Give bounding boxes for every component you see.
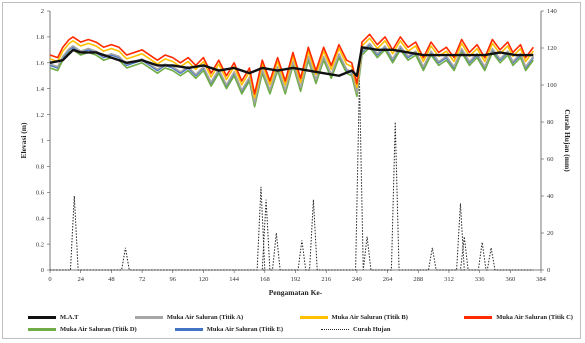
x-tick-label: 336 [475,276,486,283]
legend-item-titik-c: Muka Air Saluran (Titik C) [464,314,573,321]
legend-label-titik-e: Muka Air Saluran (Titik E) [206,325,284,333]
y-tick-label: 1.8 [36,34,44,41]
y-tick-label: 0.6 [36,190,45,197]
y-tick-label: 2 [41,8,44,15]
legend-swatch-titik-a [134,315,163,319]
legend: M.A.T Muka Air Saluran (Titik A) Muka Ai… [28,311,573,337]
legend-item-titik-a: Muka Air Saluran (Titik A) [134,313,244,321]
y-tick-label: 0.8 [36,164,44,171]
legend-label-curah-hujan: Curah Hujan [353,325,391,333]
legend-swatch-curah-hujan [321,328,350,330]
x-axis-title: Pengamatan Ke- [269,288,323,297]
series-muka-air-saluran-titik-d-line [49,46,534,108]
legend-item-mat: M.A.T [28,314,78,321]
series-muka-air-saluran-titik-c-line [49,33,534,95]
legend-item-curah-hujan: Curah Hujan [321,326,390,333]
legend-item-titik-e: Muka Air Saluran (Titik E) [174,325,284,333]
y2-tick-label: 0 [547,267,550,274]
y2-tick-label: 80 [547,119,554,126]
legend-swatch-titik-c [464,315,493,319]
y2-tick-label: 100 [547,82,557,89]
x-tick-label: 360 [505,276,515,283]
series-curah-hujan-line [50,79,534,271]
x-tick-label: 96 [170,276,177,283]
x-tick-label: 288 [413,276,423,283]
y2-axis-title: Curah Hujan (mm) [563,109,572,172]
legend-item-titik-b: Muka Air Saluran (Titik B) [299,313,408,321]
x-tick-label: 72 [139,276,146,283]
x-tick-label: 144 [229,276,240,283]
legend-swatch-titik-e [174,327,203,331]
y2-tick-label: 20 [547,230,554,237]
legend-label-mat: M.A.T [60,313,79,321]
x-tick-label: 216 [321,276,332,283]
x-tick-label: 384 [536,276,547,283]
y-tick-label: 1 [41,138,44,145]
x-tick-label: 312 [444,276,454,283]
legend-label-titik-c: Muka Air Saluran (Titik C) [496,313,573,321]
y2-tick-label: 40 [547,193,554,200]
x-tick-label: 0 [48,276,51,283]
legend-label-titik-a: Muka Air Saluran (Titik A) [166,313,244,321]
x-tick-label: 192 [291,276,301,283]
legend-swatch-mat [28,315,56,319]
x-tick-label: 24 [77,276,84,283]
y-tick-label: 0 [41,267,44,274]
y2-tick-label: 140 [547,8,557,15]
x-tick-label: 120 [199,276,209,283]
series-muka-air-saluran-titik-a-line [49,42,534,104]
y2-tick-label: 60 [547,156,554,163]
x-tick-label: 240 [352,276,362,283]
y-tick-label: 0.2 [36,241,44,248]
y-tick-label: 1.2 [36,112,44,119]
legend-item-titik-d: Muka Air Saluran (Titik D) [28,326,137,333]
legend-swatch-titik-b [299,315,328,319]
series-mat-line [49,46,534,77]
y-axis-title: Elevasi (m) [19,122,28,159]
y2-tick-label: 120 [547,45,557,52]
legend-label-titik-d: Muka Air Saluran (Titik D) [60,325,137,333]
y-tick-label: 0.4 [36,215,45,222]
y-tick-label: 1.6 [36,60,45,67]
x-tick-label: 168 [260,276,270,283]
x-tick-label: 264 [383,276,394,283]
x-tick-label: 48 [108,276,115,283]
series-muka-air-saluran-titik-b-line [49,37,534,99]
y-tick-label: 1.4 [36,86,45,93]
legend-label-titik-b: Muka Air Saluran (Titik B) [331,313,408,321]
legend-swatch-titik-d [28,327,56,331]
